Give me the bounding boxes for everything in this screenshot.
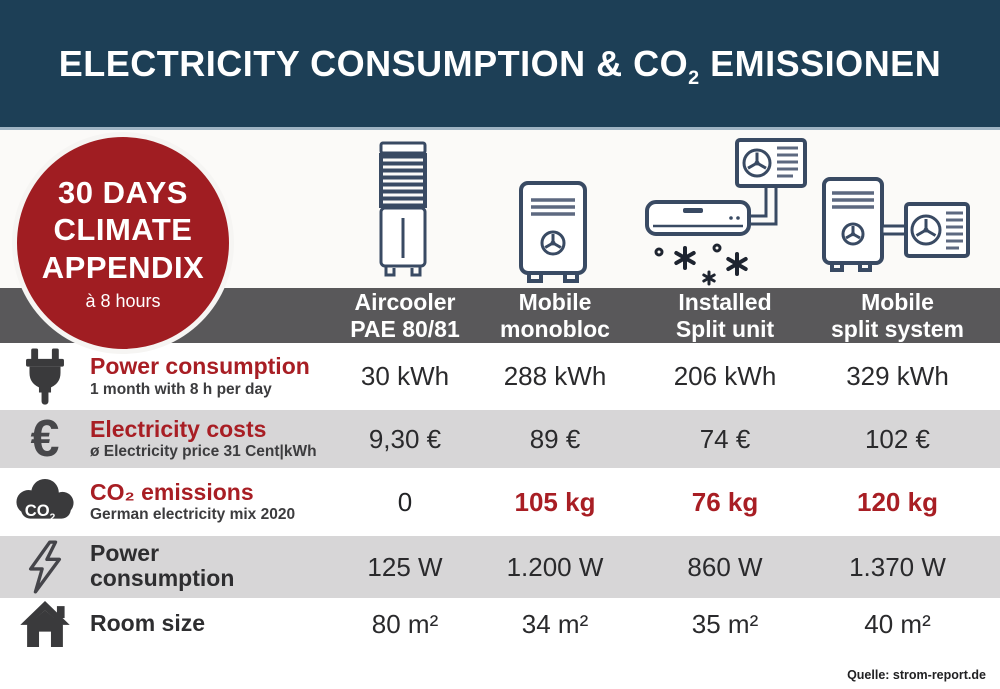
- row-label: Power consumption: [90, 541, 340, 593]
- climate-appendix-badge: 30 DAYS CLIMATE APPENDIX à 8 hours: [12, 132, 234, 354]
- row-label-main: Electricity costs: [90, 415, 267, 442]
- column-header-monobloc: Mobile monobloc: [470, 289, 640, 342]
- split-unit-icon: [645, 138, 807, 286]
- euro-icon: €: [0, 410, 90, 468]
- aircooler-icon: [379, 141, 427, 277]
- value-cell: 105 kg: [514, 486, 596, 517]
- co2-icon-text: CO: [25, 501, 50, 520]
- row-label-sub: German electricity mix 2020: [90, 506, 296, 524]
- row-label-main: Power consumption: [90, 540, 235, 591]
- table-row-electricity-costs: € Electricity costs ø Electricity price …: [0, 410, 1000, 468]
- table-row-power-consumption-watt: Power consumption 125 W 1.200 W 860 W 1.…: [0, 536, 1000, 598]
- value-cell: 34 m²: [521, 608, 589, 639]
- column-header-line1: Mobile: [861, 289, 934, 316]
- column-header-split-unit: Installed Split unit: [640, 289, 810, 342]
- value-cell: 102 €: [864, 423, 931, 454]
- value-cell: 329 kWh: [846, 361, 949, 391]
- row-label-sub: ø Electricity price 31 Cent|kWh: [90, 443, 317, 461]
- euro-glyph: €: [30, 410, 60, 468]
- value-cell: 288 kWh: [503, 361, 607, 391]
- row-label: CO₂ emissions German electricity mix 202…: [90, 478, 340, 525]
- value-cell: 89 €: [529, 423, 581, 454]
- value-cell: 125 W: [367, 551, 443, 582]
- value-cell: 1.370 W: [849, 551, 946, 582]
- column-header-line1: Aircooler: [354, 289, 456, 316]
- title-subscript: 2: [688, 67, 700, 90]
- column-header-line1: Installed: [678, 289, 772, 316]
- row-label: Electricity costs ø Electricity price 31…: [90, 415, 340, 462]
- title-part1: ELECTRICITY CONSUMPTION & CO: [58, 42, 689, 84]
- column-header-mobile-split: Mobile split system: [810, 289, 985, 342]
- row-label-main: Power consumption: [90, 353, 310, 380]
- value-cell: 30 kWh: [360, 361, 450, 391]
- row-label: Room size: [90, 609, 340, 638]
- house-icon: [0, 598, 90, 650]
- header-bar: ELECTRICITY CONSUMPTION & CO2 EMISSIONEN: [0, 0, 1000, 130]
- lightning-icon: [0, 536, 90, 598]
- table-row-co2-emissions: CO 2 CO₂ emissions German electricity mi…: [0, 468, 1000, 536]
- table-row-room-size: Room size 80 m² 34 m² 35 m² 40 m²: [0, 598, 1000, 650]
- mobile-split-icon: [822, 177, 970, 272]
- value-cell: 35 m²: [691, 608, 759, 639]
- comparison-table: Power consumption 1 month with 8 h per d…: [0, 343, 1000, 650]
- title-part2: EMISSIONEN: [699, 42, 942, 84]
- monobloc-icon: [519, 181, 587, 283]
- badge-note: à 8 hours: [85, 290, 161, 311]
- value-cell: 76 kg: [691, 486, 759, 517]
- column-header-line2: monobloc: [500, 315, 610, 342]
- co2-icon-sub: 2: [50, 512, 56, 523]
- value-cell: 9,30 €: [368, 423, 442, 454]
- co2-cloud-icon: CO 2: [0, 468, 90, 536]
- value-cell: 120 kg: [857, 486, 938, 517]
- value-cell: 1.200 W: [506, 551, 604, 582]
- value-cell: 860 W: [687, 551, 763, 582]
- plug-icon: [0, 343, 90, 410]
- value-cell: 206 kWh: [673, 361, 777, 391]
- value-cell: 74 €: [699, 423, 751, 454]
- badge-line: 30 DAYS: [58, 175, 188, 211]
- column-header-line2: split system: [831, 315, 964, 342]
- source-credit: Quelle: strom-report.de: [847, 668, 986, 682]
- column-header-line1: Mobile: [518, 289, 592, 316]
- row-label-main: Room size: [90, 609, 206, 636]
- value-cell: 80 m²: [371, 608, 439, 639]
- row-label-main: CO₂ emissions: [90, 478, 254, 505]
- badge-line: APPENDIX: [41, 249, 205, 285]
- table-row-power-consumption-kwh: Power consumption 1 month with 8 h per d…: [0, 343, 1000, 410]
- page-title: ELECTRICITY CONSUMPTION & CO2 EMISSIONEN: [58, 42, 942, 90]
- row-label: Power consumption 1 month with 8 h per d…: [90, 354, 340, 399]
- column-header-aircooler: Aircooler PAE 80/81: [340, 289, 470, 342]
- value-cell: 0: [397, 486, 413, 517]
- value-cell: 40 m²: [864, 608, 931, 639]
- column-header-line2: PAE 80/81: [350, 315, 460, 342]
- badge-line: CLIMATE: [53, 212, 193, 248]
- column-header-line2: Split unit: [675, 315, 775, 342]
- row-label-sub: 1 month with 8 h per day: [90, 380, 272, 398]
